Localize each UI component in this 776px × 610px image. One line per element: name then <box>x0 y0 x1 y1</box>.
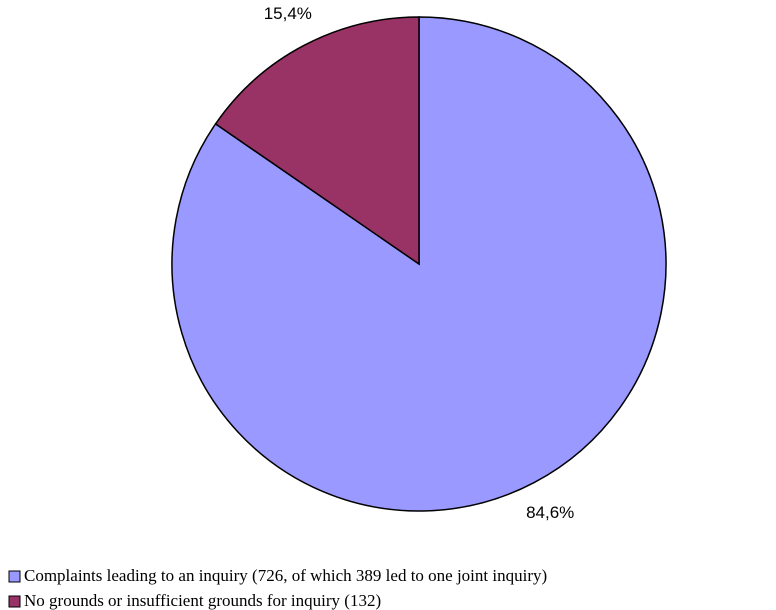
data-label: 15,4% <box>264 4 312 23</box>
data-label: 84,6% <box>526 503 574 522</box>
legend-label: No grounds or insufficient grounds for i… <box>24 591 381 610</box>
legend-swatch <box>8 595 21 608</box>
legend-swatch <box>8 570 21 583</box>
pie-slice <box>214 16 420 266</box>
legend-label: Complaints leading to an inquiry (726, o… <box>24 566 547 585</box>
